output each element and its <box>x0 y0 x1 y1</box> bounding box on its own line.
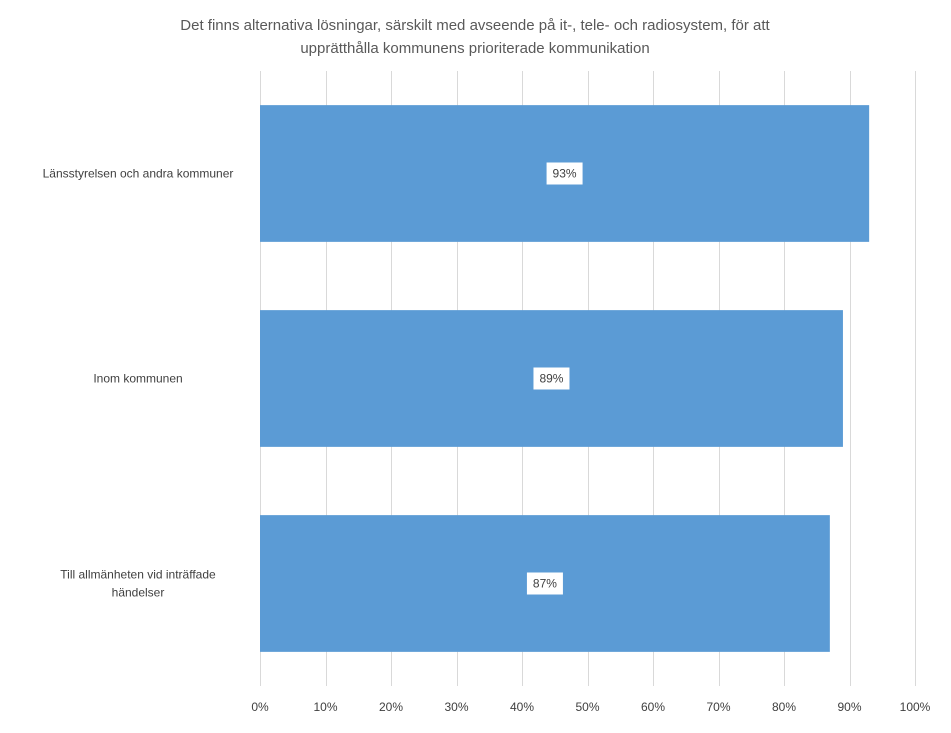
data-label-box-1 <box>533 367 570 390</box>
category-label-2: Till allmänheten vid inträffade händelser <box>60 568 216 600</box>
x-tick-label-10: 100% <box>900 700 931 714</box>
x-tick-label-1: 10% <box>313 700 337 714</box>
chart-title: Det finns alternativa lösningar, särskil… <box>180 17 770 57</box>
x-tick-label-0: 0% <box>251 700 269 714</box>
data-label-1: 89% <box>539 372 563 386</box>
category-label-2-line-0: Till allmänheten vid inträffade <box>60 568 216 582</box>
chart-title-line-1: Det finns alternativa lösningar, särskil… <box>180 17 770 34</box>
category-label-1: Inom kommunen <box>93 372 182 386</box>
category-label-0: Länsstyrelsen och andra kommuner <box>43 167 234 181</box>
data-label-0: 93% <box>553 167 577 181</box>
data-label-box-0 <box>546 162 583 185</box>
category-label-2-line-1: händelser <box>112 586 165 600</box>
x-tick-label-6: 60% <box>641 700 665 714</box>
x-tick-label-3: 30% <box>444 700 468 714</box>
data-label-2: 87% <box>533 577 557 591</box>
data-label-box-2 <box>526 572 563 595</box>
x-axis-tick-labels: 0% 10% 20% 30% 40% 50% 60% 70% 80% 90% 100% <box>251 700 930 714</box>
x-tick-label-8: 80% <box>772 700 796 714</box>
x-tick-label-4: 40% <box>510 700 534 714</box>
chart-title-line-2: upprätthålla kommunens prioriterade komm… <box>300 40 649 57</box>
x-tick-label-2: 20% <box>379 700 403 714</box>
category-label-0-line-0: Länsstyrelsen och andra kommuner <box>43 167 234 181</box>
category-label-1-line-0: Inom kommunen <box>93 372 182 386</box>
x-tick-label-7: 70% <box>706 700 730 714</box>
category-labels: Länsstyrelsen och andra kommuner Inom kom… <box>43 167 234 600</box>
x-tick-label-5: 50% <box>575 700 599 714</box>
data-labels: 93% 89% 87% <box>526 162 583 595</box>
x-tick-label-9: 90% <box>837 700 861 714</box>
